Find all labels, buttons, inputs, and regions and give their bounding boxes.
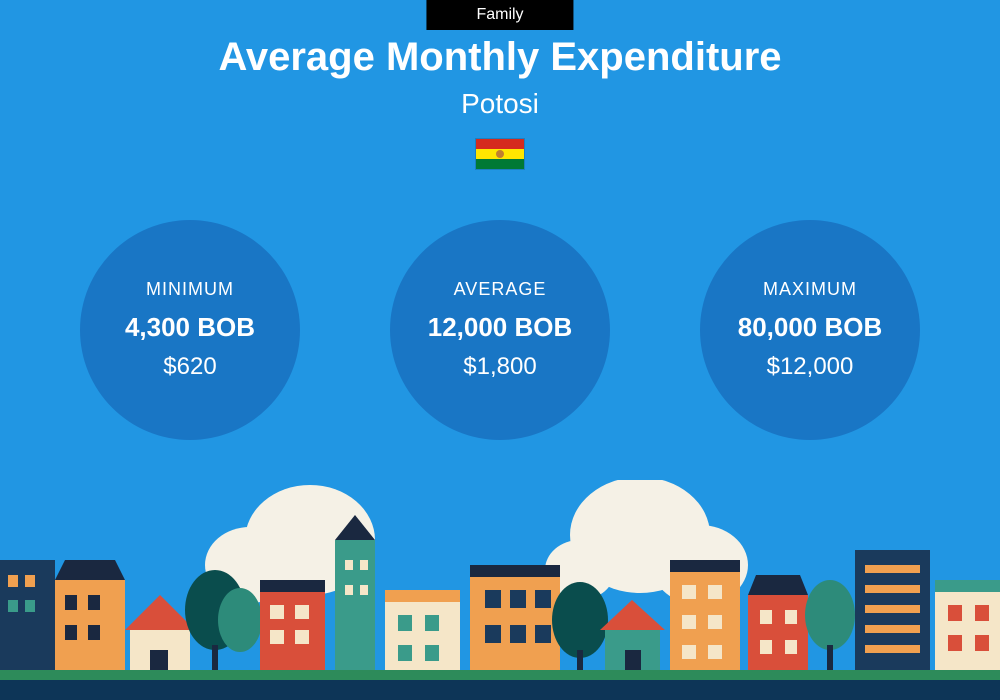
circle-maximum: MAXIMUM 80,000 BOB $12,000 xyxy=(700,220,920,440)
page-title: Average Monthly Expenditure xyxy=(0,35,1000,80)
circle-minimum: MINIMUM 4,300 BOB $620 xyxy=(80,220,300,440)
city-name: Potosi xyxy=(0,88,1000,120)
tab-label: Family xyxy=(476,6,523,23)
expenditure-circles: MINIMUM 4,300 BOB $620 AVERAGE 12,000 BO… xyxy=(0,220,1000,440)
usd-max: $12,000 xyxy=(767,353,854,381)
label-min: MINIMUM xyxy=(146,279,234,300)
tab-family[interactable]: Family xyxy=(426,0,573,30)
label-max: MAXIMUM xyxy=(763,279,857,300)
circle-average: AVERAGE 12,000 BOB $1,800 xyxy=(390,220,610,440)
value-avg: 12,000 BOB xyxy=(428,312,573,343)
usd-avg: $1,800 xyxy=(463,353,536,381)
usd-min: $620 xyxy=(163,353,216,381)
value-min: 4,300 BOB xyxy=(125,312,255,343)
cityscape-illustration xyxy=(0,480,1000,700)
value-max: 80,000 BOB xyxy=(738,312,883,343)
flag-icon xyxy=(475,138,525,170)
label-avg: AVERAGE xyxy=(454,279,547,300)
